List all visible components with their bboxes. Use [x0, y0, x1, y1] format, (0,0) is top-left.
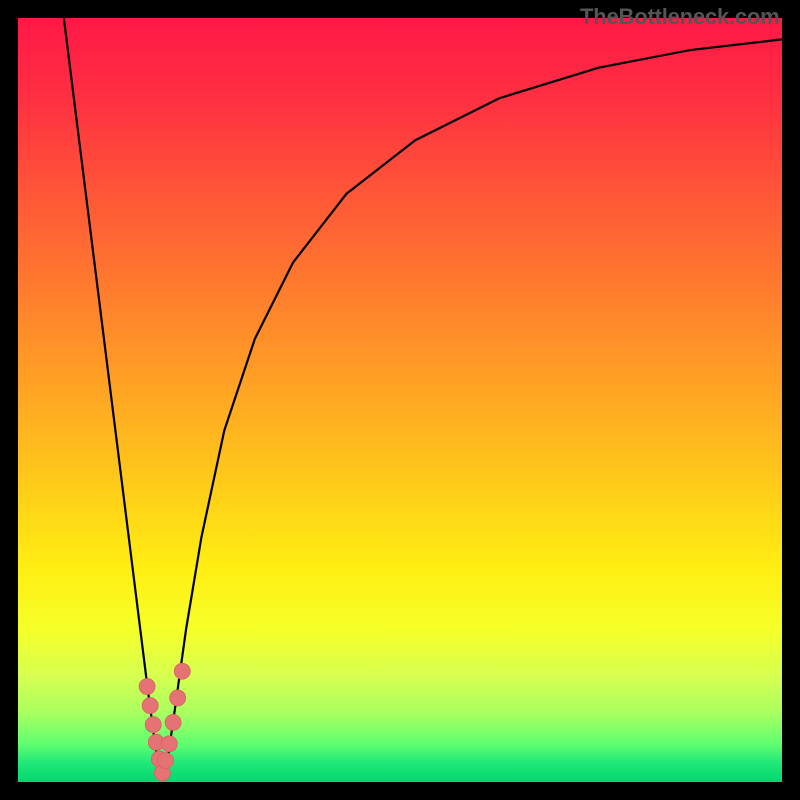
data-marker	[142, 698, 158, 714]
curve-left-branch	[64, 18, 163, 780]
data-marker	[161, 736, 177, 752]
data-marker	[157, 753, 173, 769]
data-marker	[145, 717, 161, 733]
data-marker	[165, 714, 181, 730]
data-marker	[170, 690, 186, 706]
chart-frame: TheBottleneck.com	[0, 0, 800, 800]
data-marker	[139, 679, 155, 695]
curve-layer	[18, 18, 782, 782]
watermark: TheBottleneck.com	[580, 4, 780, 30]
curve-right-branch	[162, 39, 782, 780]
plot-area	[18, 18, 782, 782]
data-marker	[174, 663, 190, 679]
